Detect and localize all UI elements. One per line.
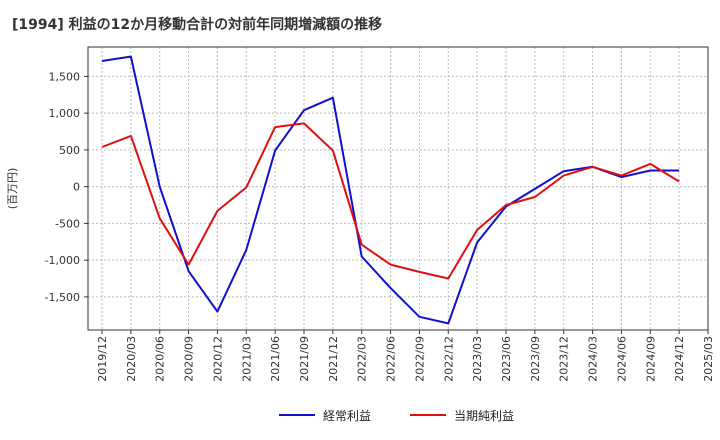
x-tick-label: 2020/12 (211, 336, 224, 382)
legend: 経常利益 当期純利益 (279, 409, 514, 423)
y-axis-title: (百万円) (6, 168, 19, 210)
plot-frame (87, 46, 709, 331)
x-tick-label: 2022/12 (442, 336, 455, 382)
x-tick-label: 2022/03 (356, 336, 369, 382)
series-lines (101, 55, 680, 325)
y-axis-ticks: 1,500 1,000 500 0 -500 -1,000 -1,500 (45, 70, 88, 304)
chart-title: [1994] 利益の12か月移動合計の対前年同期増減額の推移 (12, 17, 383, 33)
x-tick-label: 2020/09 (183, 336, 196, 382)
y-tick-label: 1,000 (49, 107, 81, 120)
x-tick-label: 2021/12 (327, 336, 340, 382)
y-tick-label: 500 (59, 144, 80, 157)
x-tick-label: 2020/03 (125, 336, 138, 382)
x-tick-label: 2024/03 (587, 336, 600, 382)
x-tick-label: 2023/09 (529, 336, 542, 382)
y-tick-label: 1,500 (49, 70, 81, 83)
x-tick-label: 2019/12 (96, 336, 109, 382)
y-tick-label: -1,500 (45, 291, 80, 304)
y-tick-label: -500 (55, 217, 80, 230)
x-tick-label: 2024/06 (615, 336, 628, 382)
x-tick-label: 2023/06 (500, 336, 513, 382)
x-tick-label: 2023/12 (558, 336, 571, 382)
y-tick-label: -1,000 (45, 254, 80, 267)
legend-label: 経常利益 (323, 409, 371, 423)
grid-lines (88, 47, 709, 330)
x-tick-label: 2024/09 (644, 336, 657, 382)
x-tick-label: 2023/03 (471, 336, 484, 382)
x-axis-ticks: 2019/12 2020/03 2020/06 2020/09 2020/12 2021/… (96, 330, 715, 382)
x-tick-label: 2021/09 (298, 336, 311, 382)
legend-label: 当期純利益 (454, 409, 514, 423)
x-tick-label: 2021/06 (269, 336, 282, 382)
x-tick-label: 2025/03 (702, 336, 715, 382)
series-line-当期純利益 (101, 122, 680, 280)
x-tick-label: 2020/06 (154, 336, 167, 382)
series-line-経常利益 (101, 55, 680, 325)
x-tick-label: 2024/12 (673, 336, 686, 382)
x-tick-label: 2022/09 (413, 336, 426, 382)
x-tick-label: 2022/06 (385, 336, 398, 382)
y-tick-label: 0 (73, 181, 80, 194)
x-tick-label: 2021/03 (240, 336, 253, 382)
